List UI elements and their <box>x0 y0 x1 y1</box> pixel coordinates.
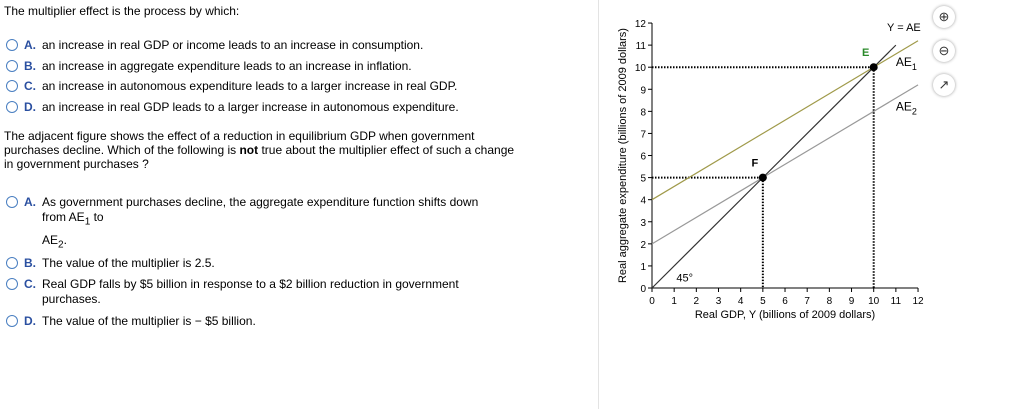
x-tick-label: 10 <box>868 296 880 307</box>
series-line-0 <box>651 44 897 289</box>
option-letter: A. <box>24 195 36 209</box>
y-axis-label: Real aggregate expenditure (billions of … <box>617 28 629 283</box>
x-tick-label: 12 <box>912 296 924 307</box>
subscript: 1 <box>84 216 91 228</box>
y-tick-label: 1 <box>640 262 646 273</box>
radio-button[interactable] <box>6 100 18 113</box>
x-tick-label: 6 <box>782 296 788 307</box>
option-text-mid: to <box>90 210 104 224</box>
x-tick-label: 4 <box>738 296 744 307</box>
q2-option-a[interactable]: A. As government purchases decline, the a… <box>6 195 502 253</box>
y-tick-label: 3 <box>640 218 646 229</box>
option-text: an increase in real GDP leads to a large… <box>42 99 459 114</box>
series-label: Y = AE <box>887 22 921 34</box>
subscript: 2 <box>58 239 64 251</box>
radio-button[interactable] <box>6 59 18 72</box>
option-text: The value of the multiplier is 2.5. <box>42 256 215 270</box>
x-tick-label: 9 <box>849 296 855 307</box>
q2-prompt-bold: not <box>239 143 259 157</box>
x-tick-label: 3 <box>716 296 722 307</box>
q1-option-d[interactable]: D. an increase in real GDP leads to a lar… <box>6 100 459 115</box>
pop-out-icon[interactable]: ↗ <box>933 74 955 96</box>
q2-option-d[interactable]: D. The value of the multiplier is − $5 bi… <box>6 314 256 329</box>
q2-option-b[interactable]: B. The value of the multiplier is 2.5. <box>6 256 215 271</box>
option-letter: C. <box>24 277 36 291</box>
y-tick-label: 8 <box>640 107 646 118</box>
q1-prompt: The multiplier effect is the process by … <box>4 4 240 18</box>
x-tick-label: 11 <box>891 296 902 307</box>
y-tick-label: 11 <box>636 41 647 52</box>
option-text: As government purchases decline, the agg… <box>42 195 479 224</box>
option-text-end: . <box>63 233 67 248</box>
point-F <box>758 173 767 182</box>
option-text: an increase in autonomous expenditure le… <box>42 79 458 93</box>
y-tick-label: 4 <box>640 196 646 207</box>
y-tick-label: 0 <box>640 284 646 295</box>
angle-annotation: 45° <box>676 272 693 284</box>
radio-button[interactable] <box>6 315 18 327</box>
y-tick-label: 7 <box>640 129 646 140</box>
x-tick-label: 2 <box>694 296 700 307</box>
y-tick-label: 12 <box>635 19 647 30</box>
zoom-in-icon[interactable]: ⊕ <box>933 6 955 28</box>
q2-prompt: The adjacent figure shows the effect of … <box>4 129 524 171</box>
option-letter: D. <box>24 314 36 328</box>
radio-button[interactable] <box>6 257 18 269</box>
option-text: an increase in real GDP or income leads … <box>42 38 424 52</box>
point-E <box>869 63 878 72</box>
y-tick-label: 5 <box>640 174 646 185</box>
q2-prompt-b: true about the multiplier effect of such… <box>4 143 515 171</box>
radio-button[interactable] <box>6 278 18 290</box>
point-label: F <box>751 158 758 170</box>
x-tick-label: 5 <box>760 296 766 307</box>
option-text-line2: AE <box>42 233 59 248</box>
y-tick-label: 6 <box>640 152 646 163</box>
zoom-out-icon[interactable]: ⊖ <box>933 40 955 62</box>
series-line-1 <box>651 40 919 201</box>
series-label-2: AE2 <box>896 99 917 116</box>
q1-option-c[interactable]: C. an increase in autonomous expenditure … <box>6 79 457 94</box>
radio-button[interactable] <box>6 39 18 51</box>
option-letter: A. <box>24 38 36 52</box>
y-tick-label: 9 <box>640 85 646 96</box>
q2-option-c[interactable]: C. Real GDP falls by $5 billion in respon… <box>6 277 502 307</box>
y-tick-label: 10 <box>635 63 647 74</box>
x-tick-label: 1 <box>671 296 677 307</box>
q1-option-a[interactable]: A. an increase in real GDP or income lead… <box>6 38 423 53</box>
x-tick-label: 0 <box>649 296 655 307</box>
divider <box>598 0 599 409</box>
option-letter: B. <box>24 256 36 270</box>
point-label: E <box>862 47 869 59</box>
q1-option-b[interactable]: B. an increase in aggregate expenditure l… <box>6 59 412 74</box>
option-letter: D. <box>24 99 36 114</box>
option-text: an increase in aggregate expenditure lea… <box>42 58 412 73</box>
option-letter: B. <box>24 58 36 73</box>
y-tick-label: 2 <box>640 240 646 251</box>
x-tick-label: 7 <box>804 296 810 307</box>
option-letter: C. <box>24 79 36 93</box>
series-line-2 <box>651 84 919 245</box>
x-tick-label: 8 <box>827 296 833 307</box>
option-text: The value of the multiplier is − $5 bill… <box>42 314 256 328</box>
x-axis-label: Real GDP, Y (billions of 2009 dollars) <box>695 309 875 321</box>
radio-button[interactable] <box>6 80 18 92</box>
option-text: Real GDP falls by $5 billion in response… <box>42 277 459 306</box>
series-label-1: AE1 <box>896 55 917 72</box>
q2-prompt-a: The adjacent figure shows the effect of … <box>4 129 475 157</box>
radio-button[interactable] <box>6 196 18 208</box>
